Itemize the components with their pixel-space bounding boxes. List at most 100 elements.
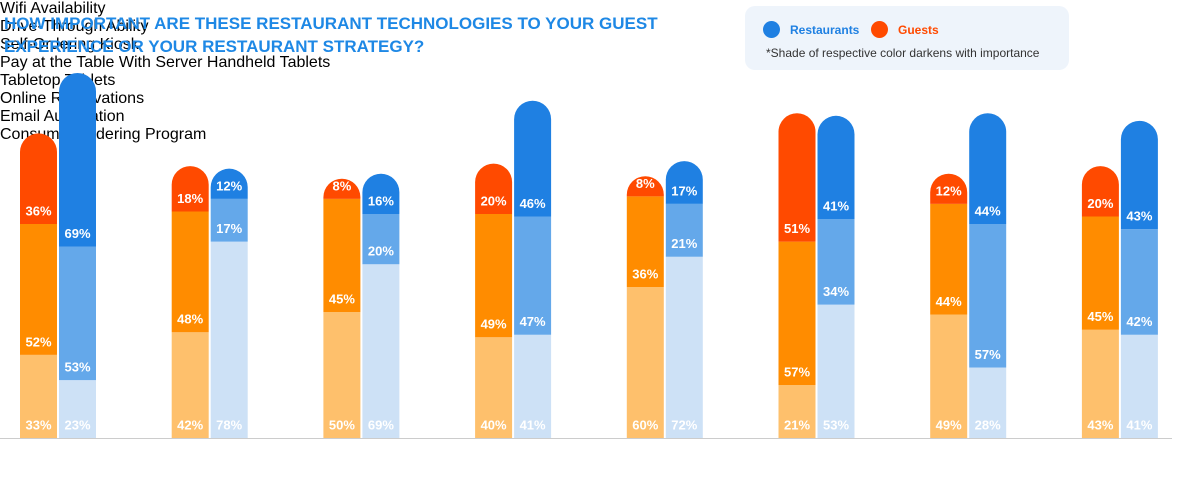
data-label: 36%: [632, 266, 658, 281]
bar-segment: [20, 224, 57, 355]
bar-segment: [969, 367, 1007, 438]
bar-segment: [626, 286, 664, 438]
data-label: 20%: [481, 193, 507, 208]
data-label: 18%: [177, 191, 203, 206]
data-label: 69%: [368, 417, 394, 432]
bar-segment: [665, 203, 703, 257]
data-label: 69%: [64, 226, 90, 241]
bar-segment: [817, 115, 855, 219]
data-label: 16%: [368, 193, 394, 208]
bar-segment: [969, 113, 1007, 225]
data-label: 41%: [1126, 417, 1152, 432]
data-label: 42%: [1126, 314, 1152, 329]
data-label: 34%: [823, 284, 849, 299]
data-label: 12%: [936, 183, 962, 198]
data-label: 52%: [25, 334, 51, 349]
x-tick-label: Self-Ordering Kiosk: [0, 36, 139, 53]
legend-marker: [763, 21, 780, 38]
data-label: 20%: [368, 244, 394, 259]
bar-segment: [171, 332, 209, 438]
bar-segment: [1081, 216, 1119, 330]
data-label: 45%: [1087, 309, 1113, 324]
data-label: 78%: [216, 417, 242, 432]
data-label: 20%: [1087, 196, 1113, 211]
bar-segment: [210, 198, 248, 242]
data-label: 57%: [784, 365, 810, 380]
bar-segment: [210, 241, 248, 438]
data-label: 46%: [520, 196, 546, 211]
bar-segment: [930, 173, 968, 204]
bar-segment: [362, 213, 400, 265]
bar-segment: [930, 314, 968, 438]
bar-segment: [626, 196, 664, 287]
data-label: 28%: [975, 417, 1001, 432]
data-label: 17%: [671, 183, 697, 198]
bar-segment: [362, 173, 400, 214]
data-label: 49%: [936, 417, 962, 432]
bar-segment: [626, 176, 664, 197]
data-label: 42%: [177, 417, 203, 432]
data-label: 41%: [823, 198, 849, 213]
bar-segment: [1120, 229, 1158, 335]
x-tick-label: Wifi Availability: [0, 0, 106, 17]
bar-segment: [475, 163, 513, 214]
bar-segment: [171, 166, 209, 212]
data-label: 41%: [520, 417, 546, 432]
data-label: 50%: [329, 417, 355, 432]
data-label: 8%: [636, 176, 655, 191]
bar-segment: [323, 178, 361, 199]
bar-segment: [59, 246, 96, 381]
bar-segment: [665, 256, 703, 438]
x-tick-label: Consumer Ordering Program: [0, 126, 207, 143]
bar-segment: [475, 337, 513, 438]
data-label: 48%: [177, 312, 203, 327]
bar-segment: [210, 168, 248, 199]
legend-note: *Shade of respective color darkens with …: [766, 46, 1040, 60]
bar-segment: [665, 161, 703, 204]
bar-segment: [20, 133, 57, 225]
data-label: 21%: [671, 236, 697, 251]
legend-label: Guests: [898, 23, 939, 37]
bar-segment: [817, 304, 855, 438]
chart-title: HOW IMPORTANT ARE THESE RESTAURANT TECHN…: [4, 14, 658, 56]
data-label: 44%: [975, 203, 1001, 218]
data-label: 60%: [632, 417, 658, 432]
x-tick-label: Pay at the Table With Server Handheld Ta…: [0, 54, 331, 71]
bar-segment: [969, 224, 1007, 368]
bar-segment: [20, 354, 57, 438]
x-tick-label: Drive-Through Ability: [0, 18, 149, 35]
bar-segment: [59, 73, 96, 247]
legend-marker: [871, 21, 888, 38]
bar-segment: [171, 211, 209, 333]
data-label: 23%: [64, 417, 90, 432]
bar-segment: [1120, 120, 1158, 230]
bar-segment: [514, 216, 552, 335]
bar-segment: [362, 264, 400, 438]
data-label: 45%: [329, 292, 355, 307]
data-label: 12%: [216, 178, 242, 193]
data-label: 43%: [1126, 209, 1152, 224]
bar-segment: [778, 385, 816, 438]
data-label: 49%: [481, 317, 507, 332]
data-label: 43%: [1087, 417, 1113, 432]
data-label: 8%: [333, 178, 352, 193]
bar-segment: [323, 198, 361, 313]
data-label: 47%: [520, 314, 546, 329]
bar-segment: [930, 203, 968, 315]
bar-segment: [817, 219, 855, 305]
data-label: 17%: [216, 221, 242, 236]
data-label: 72%: [671, 417, 697, 432]
data-label: 53%: [64, 360, 90, 375]
data-label: 44%: [936, 294, 962, 309]
data-label: 36%: [25, 203, 51, 218]
bar-segment: [59, 380, 96, 438]
legend: Guests Restaurants *Shade of respective co…: [745, 6, 1069, 70]
data-label: 40%: [481, 417, 507, 432]
bar-segment: [1081, 166, 1119, 217]
data-label: 57%: [975, 347, 1001, 362]
data-label: 33%: [25, 417, 51, 432]
bar-segment: [778, 241, 816, 386]
bar-segment: [514, 100, 552, 217]
data-label: 53%: [823, 417, 849, 432]
